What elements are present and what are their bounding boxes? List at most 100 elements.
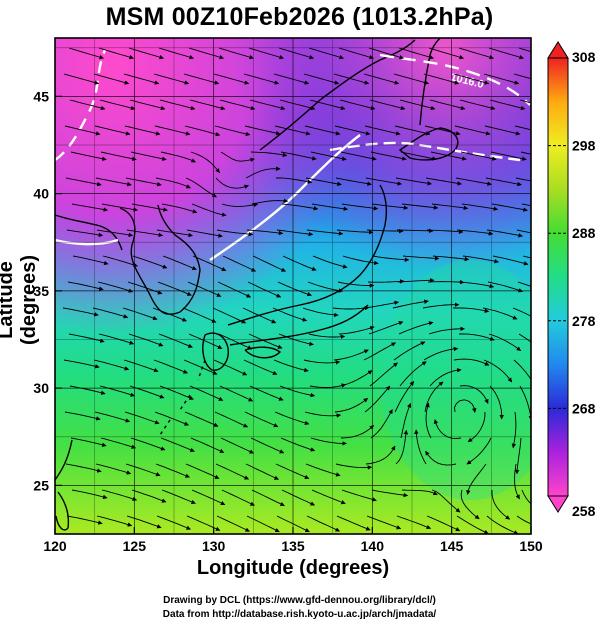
streamline [514, 437, 522, 475]
streamline [217, 281, 252, 298]
temperature-field [55, 38, 531, 534]
streamline [398, 321, 434, 335]
streamline [243, 359, 278, 375]
streamline [157, 281, 192, 296]
streamline [72, 255, 109, 266]
streamline [248, 333, 283, 349]
streamline [214, 411, 249, 428]
streamline [400, 402, 412, 439]
streamline [64, 125, 101, 136]
streamline [336, 229, 374, 235]
streamline [64, 411, 101, 421]
streamline [66, 229, 104, 238]
streamline [154, 125, 191, 136]
isobar-korea [55, 238, 119, 246]
streamline [213, 73, 250, 85]
honshu-coastline [227, 184, 388, 346]
streamline [393, 73, 430, 85]
streamline [249, 385, 284, 401]
streamline [336, 515, 371, 531]
streamline [221, 202, 259, 208]
isobar-hokkaido [329, 141, 521, 162]
streamline [183, 73, 220, 85]
streamline [401, 489, 438, 496]
streamline [414, 429, 427, 465]
streamline [486, 515, 519, 534]
streamline [192, 255, 227, 272]
streamline [371, 489, 409, 498]
streamline [187, 281, 222, 297]
streamline [395, 429, 409, 465]
streamline [339, 99, 376, 111]
map-gridlines [55, 38, 531, 534]
taiwan-coastline [55, 491, 70, 531]
streamline [65, 177, 102, 187]
streamline [71, 203, 108, 212]
streamline [466, 437, 492, 465]
streamline [425, 450, 457, 466]
streamline [190, 437, 225, 454]
isobar-1016 [379, 53, 531, 106]
streamline [519, 99, 531, 104]
streamline [188, 333, 223, 349]
streamline [393, 341, 426, 361]
streamline [306, 229, 344, 236]
streamline [280, 437, 316, 452]
streamline [485, 177, 522, 187]
streamline [370, 151, 407, 161]
streamline [341, 489, 377, 502]
streamline [364, 125, 401, 136]
streamline [433, 419, 462, 440]
streamline [512, 307, 531, 317]
streamline [190, 151, 220, 174]
streamline [369, 362, 398, 387]
streamline [426, 515, 461, 532]
streamline [466, 463, 487, 495]
streamline [161, 489, 196, 504]
streamline [159, 99, 196, 111]
streamline [516, 515, 531, 525]
streamline [279, 99, 316, 111]
streamline [246, 515, 280, 533]
credit-dcl: Drawing by DCL (https://www.gfd-dennou.o… [163, 595, 436, 606]
streamline [335, 463, 373, 470]
streamline [431, 489, 461, 513]
colorbar-tick-label: 288 [572, 225, 596, 241]
colorbar-ticks: 258 268 278 288 298 308 [548, 49, 596, 519]
streamline [99, 385, 136, 397]
streamline [398, 47, 434, 60]
streamline [371, 203, 409, 210]
streamline [457, 281, 495, 289]
streamline [425, 177, 462, 186]
streamline [123, 73, 160, 85]
streamline [459, 385, 489, 404]
streamline [429, 368, 462, 387]
x-tick-label: 135 [281, 538, 305, 554]
streamline [522, 255, 531, 259]
streamline [70, 437, 107, 447]
streamline [128, 333, 164, 347]
streamline [131, 489, 167, 503]
x-tick-label: 130 [202, 538, 226, 554]
streamline [520, 151, 531, 155]
streamline [489, 99, 526, 111]
streamline [310, 437, 347, 446]
streamline [491, 490, 511, 520]
streamline [71, 489, 108, 500]
streamline [67, 281, 104, 291]
streamline [363, 342, 396, 361]
streamline [334, 125, 371, 136]
streamline [454, 399, 477, 413]
y-tick-label: 25 [33, 477, 49, 493]
colorbar: 258 268 278 288 298 308 [547, 41, 596, 519]
streamline [511, 411, 517, 449]
streamline [246, 229, 284, 236]
streamline [521, 489, 531, 505]
streamline [332, 305, 370, 311]
streamline [515, 177, 531, 182]
streamline [303, 359, 341, 365]
streamline [273, 359, 309, 373]
streamline [308, 47, 344, 60]
streamline [130, 151, 167, 161]
streamline [123, 359, 159, 373]
